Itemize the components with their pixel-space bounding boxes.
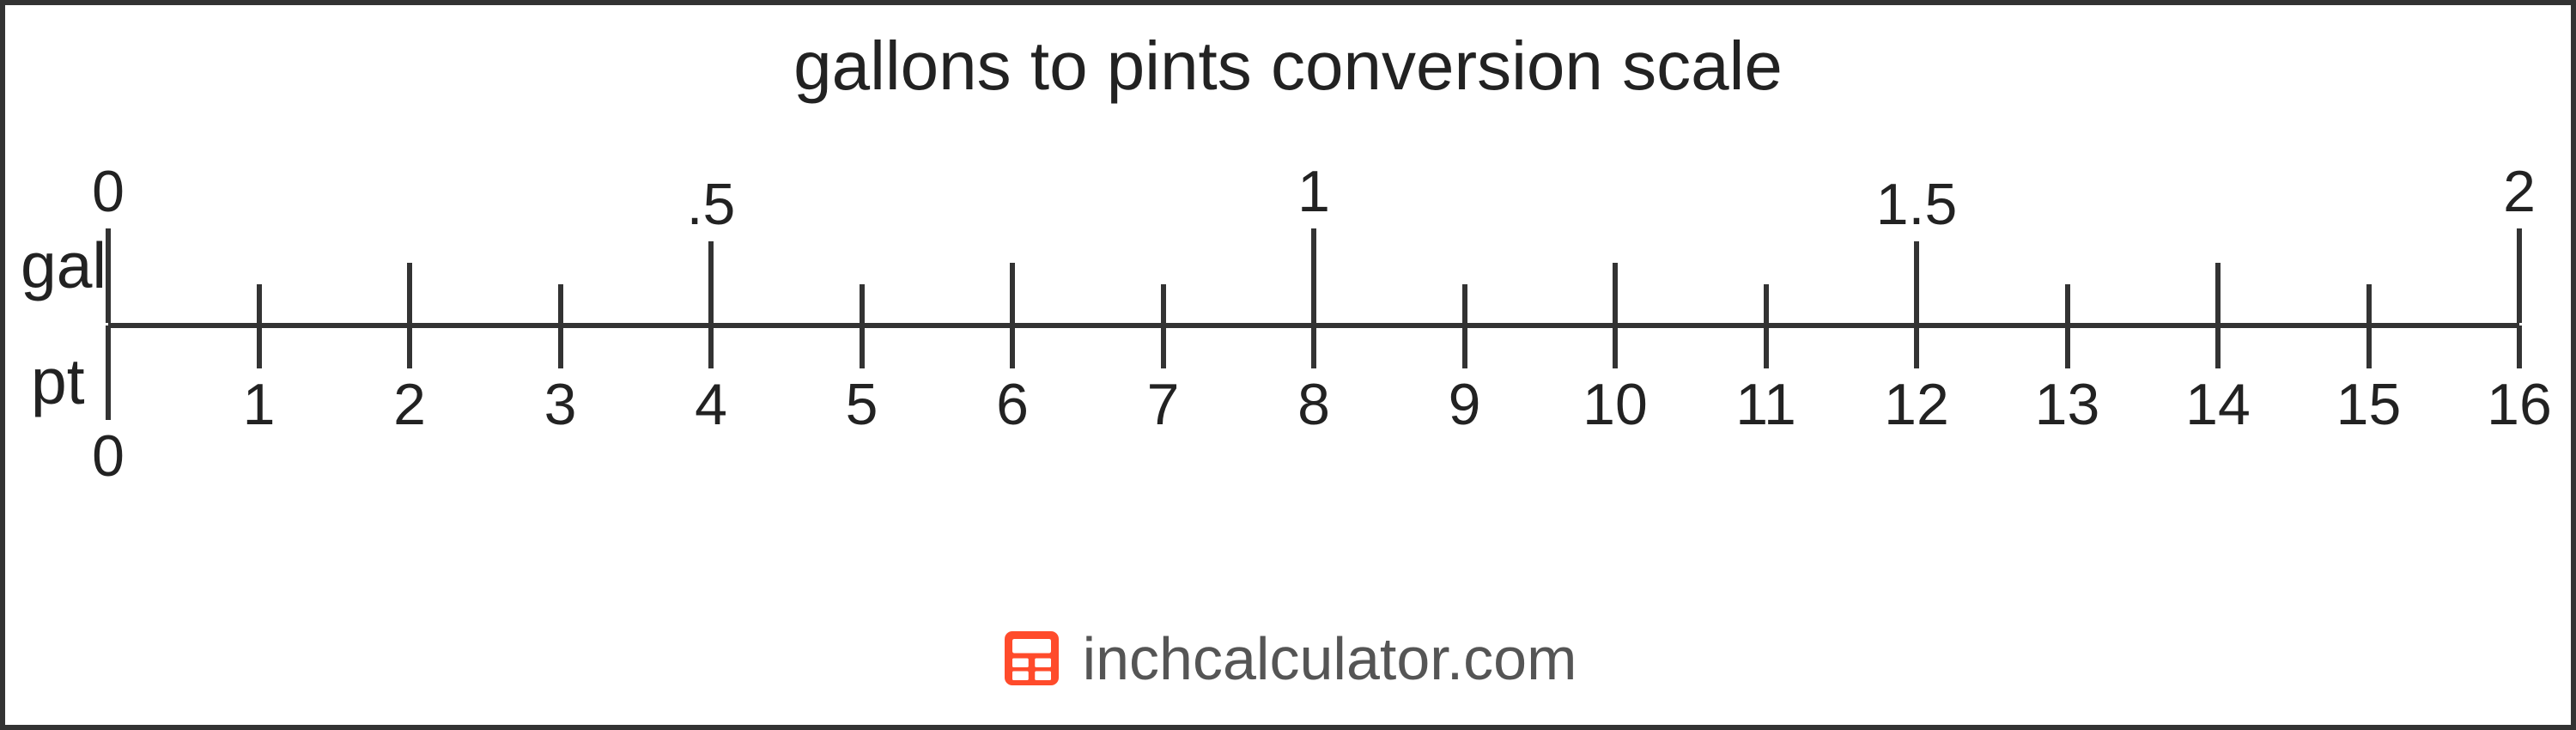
pt-tick [1462, 325, 1467, 368]
pt-tick-label: 10 [1583, 371, 1648, 438]
pt-tick [1914, 325, 1919, 368]
pt-tick [2366, 325, 2372, 368]
gal-tick [2366, 284, 2372, 323]
gal-tick-label: 0 [92, 158, 125, 225]
gal-tick [1914, 241, 1919, 323]
pt-tick-label: 6 [996, 371, 1029, 438]
calculator-icon [999, 626, 1064, 690]
pt-tick [2215, 325, 2221, 368]
gal-tick-label: 2 [2503, 158, 2536, 225]
gal-tick [1311, 228, 1316, 323]
pt-tick [1311, 325, 1316, 368]
gal-tick [2517, 228, 2522, 323]
gal-tick-label: 1.5 [1876, 171, 1958, 238]
pt-tick-label: 11 [1735, 371, 1796, 438]
gal-tick [1613, 263, 1618, 323]
pt-tick [2517, 325, 2522, 368]
footer-text: inchcalculator.com [1083, 624, 1577, 693]
gal-tick [2065, 284, 2070, 323]
gal-tick [1161, 284, 1166, 323]
gal-tick [1764, 284, 1769, 323]
pt-tick-label: 9 [1449, 371, 1481, 438]
conversion-scale-container: gallons to pints conversion scale gal pt… [0, 0, 2576, 730]
gal-tick [1462, 284, 1467, 323]
gal-tick [708, 241, 714, 323]
pt-tick [708, 325, 714, 368]
gal-tick [558, 284, 563, 323]
gal-tick [407, 263, 412, 323]
pt-tick [1764, 325, 1769, 368]
pt-tick-label: 5 [846, 371, 878, 438]
footer: inchcalculator.com [5, 624, 2571, 696]
pt-tick [1010, 325, 1015, 368]
unit-label-bottom: pt [31, 344, 85, 418]
pt-tick-label: 4 [695, 371, 727, 438]
pt-tick [558, 325, 563, 368]
pt-tick-label: 1 [243, 371, 276, 438]
pt-tick-label: 8 [1297, 371, 1330, 438]
pt-tick-label: 7 [1147, 371, 1180, 438]
pt-tick [257, 325, 262, 368]
pt-tick-label: 12 [1884, 371, 1949, 438]
pt-tick [1613, 325, 1618, 368]
gal-tick-label: .5 [687, 171, 736, 238]
pt-tick-label: 3 [544, 371, 577, 438]
pt-tick [2065, 325, 2070, 368]
chart-title: gallons to pints conversion scale [5, 27, 2571, 106]
pt-tick [1161, 325, 1166, 368]
pt-tick-label: 2 [393, 371, 426, 438]
gal-tick [860, 284, 865, 323]
pt-tick-label: 13 [2035, 371, 2100, 438]
pt-tick [407, 325, 412, 368]
unit-label-top: gal [21, 228, 106, 302]
pt-tick [860, 325, 865, 368]
gal-tick [2215, 263, 2221, 323]
pt-tick-label: 16 [2487, 371, 2552, 438]
gal-tick [257, 284, 262, 323]
pt-tick-label: 14 [2185, 371, 2251, 438]
pt-tick-label: 0 [92, 423, 125, 490]
pt-tick-label: 15 [2336, 371, 2402, 438]
gal-tick [106, 228, 111, 323]
gal-tick [1010, 263, 1015, 323]
gal-tick-label: 1 [1297, 158, 1330, 225]
pt-tick [106, 325, 111, 420]
